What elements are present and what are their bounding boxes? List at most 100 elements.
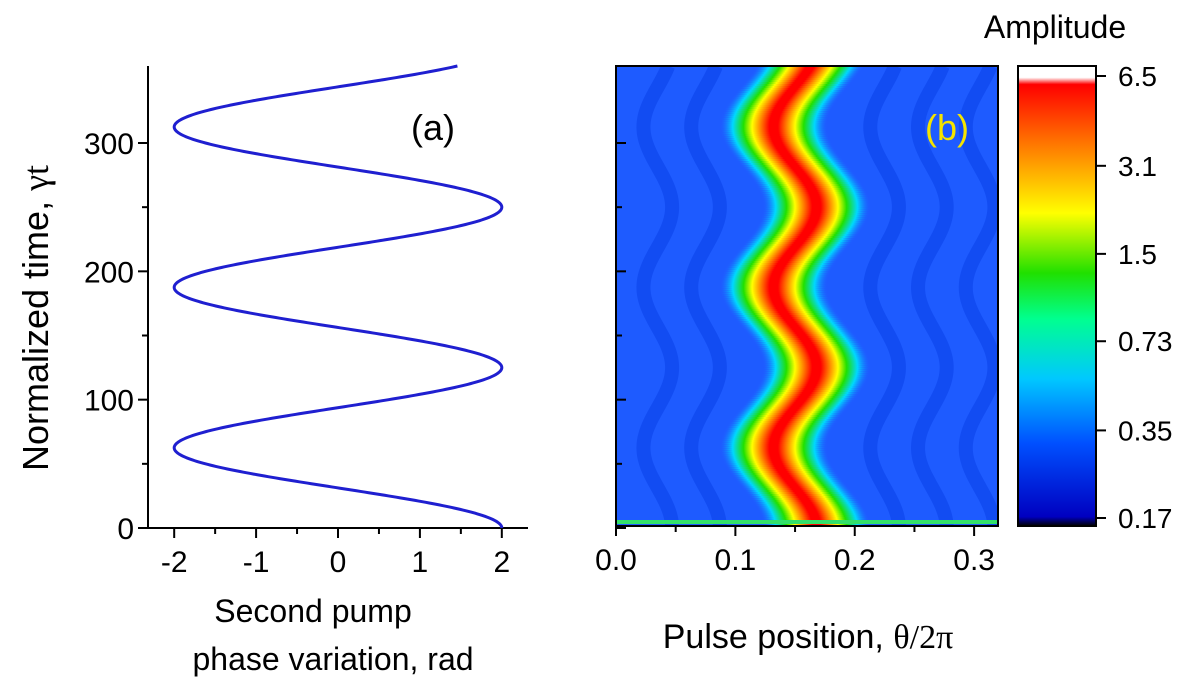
panel-b-pulse-strip <box>719 127 828 131</box>
panel-b-pulse-strip <box>720 281 828 285</box>
panel-b-pulse-strip <box>732 256 840 260</box>
panel-a-xtick-label: -2 <box>161 546 188 579</box>
panel-a: 0 100 200 300 -2 -1 0 1 2 (a) Second pump phase… <box>15 64 528 677</box>
panel-b-pulse-strip <box>729 420 838 423</box>
panel-b-pulse-strip <box>736 250 845 254</box>
panel-b-label: (b) <box>925 107 969 148</box>
panel-b-pulse-strip <box>745 79 854 83</box>
panel-b-pulse-strip <box>754 389 862 392</box>
panel-b-pulse-strip <box>750 73 858 77</box>
panel-b-pulse-strip <box>751 499 860 502</box>
panel-b-pulse-strip <box>724 108 832 111</box>
panel-b-pulse-strip <box>738 248 846 252</box>
panel-b-pulse-strip <box>726 425 834 429</box>
panel-b-xlabel: Pulse position, θ/2π <box>663 618 954 656</box>
panel-b-pulse-strip <box>726 104 834 108</box>
panel-b-pulse-strip <box>750 337 859 341</box>
panel-b-pulse-strip <box>737 160 845 163</box>
panel-b-pulse-strip <box>757 347 865 350</box>
panel-b-pulse-strip <box>757 506 865 510</box>
panel-b-pulse-strip <box>746 171 855 175</box>
panel-b-pulse-strip <box>726 466 834 469</box>
panel-b-pulse-strip <box>723 141 832 144</box>
panel-b-pulse-strip <box>756 345 864 348</box>
panel-b-pulse-strip <box>720 279 828 283</box>
panel-b-pulse-strip <box>750 395 858 398</box>
panel-b-pulse-strip <box>735 158 844 161</box>
panel-b-pulse-strip <box>752 231 860 235</box>
panel-b-ripple <box>911 66 954 526</box>
panel-b-pulse-strip <box>734 92 843 96</box>
panel-a-xtick-label: 1 <box>412 546 429 579</box>
panel-b-pulse-strip <box>720 293 829 296</box>
panel-b-pulse-strip <box>749 75 857 79</box>
panel-b-pulse-strip <box>719 125 828 129</box>
panel-b-pulse-strip <box>759 350 867 354</box>
panel-b-y-ticks <box>616 142 626 529</box>
panel-b-pulse-strip <box>756 385 865 389</box>
panel-b-pulse-strip <box>736 91 844 94</box>
panel-b-pulse-strip <box>761 194 869 198</box>
panel-b-pulse-strip <box>747 237 856 240</box>
panel-b-pulse-strip <box>720 289 828 292</box>
panel-a-xtick-label: 0 <box>330 546 347 579</box>
panel-b-pulse-strip <box>719 445 828 448</box>
panel-b-pulse-strip <box>751 71 860 75</box>
panel-b-pulse-strip <box>761 375 869 379</box>
panel-b-pulse-strip <box>753 69 861 73</box>
panel-b-pulse-strip <box>725 106 833 110</box>
panel-b-pulse-strip <box>753 501 861 504</box>
panel-b-xtick-label: 0.0 <box>595 544 637 577</box>
panel-b-ripple <box>958 66 998 526</box>
panel-a-xlabel-line1: Second pump <box>214 593 411 629</box>
panel-b-pulse-strip <box>733 94 841 98</box>
panel-b-pulse-strip <box>762 200 870 204</box>
panel-b-pulse-strip <box>744 241 853 244</box>
panel-b-pulse-strip <box>730 258 839 262</box>
panel-b-pulse-strip <box>719 285 828 289</box>
panel-b-pulse-strip <box>735 412 844 416</box>
panel-b-pulse-strip <box>745 400 853 404</box>
panel-b-pulse-strip <box>723 300 832 304</box>
panel-b-pulse-strip <box>723 431 831 435</box>
colorbar-tick-label: 0.35 <box>1118 415 1173 446</box>
panel-b-pulse-strip <box>756 185 865 188</box>
panel-b-pulse-strip <box>720 291 828 294</box>
panel-b-pulse-strip <box>752 179 861 183</box>
panel-a-ytick-label: 200 <box>84 256 134 289</box>
panel-b-pulse-strip <box>720 452 829 456</box>
panel-a-series-phase <box>172 64 504 529</box>
panel-b-pulse-strip <box>743 327 851 331</box>
panel-b-pulse-strip <box>762 360 870 364</box>
panel-b-pulse-strip <box>728 100 837 104</box>
panel-b-pulse-strip <box>755 66 864 69</box>
colorbar-tick-label: 1.5 <box>1118 239 1157 270</box>
panel-b-pulse-strip <box>731 474 840 477</box>
panel-b-xtick-label: 0.3 <box>953 544 995 577</box>
colorbar-tick-label: 0.17 <box>1118 503 1173 534</box>
panel-b-pulse-strip <box>758 221 866 225</box>
panel-b-pulse-strip <box>738 162 847 165</box>
panel-b-pulse-strip <box>727 146 835 150</box>
panel-b-pulse-strip <box>747 77 855 81</box>
panel-b-pulse-strip <box>746 399 855 402</box>
panel-b-pulse-strip <box>754 67 863 71</box>
panel-b-pulse-strip <box>762 368 871 371</box>
panel-b-ripples <box>636 66 998 526</box>
panel-b-pulse-strip <box>760 352 868 356</box>
panel-b-pulse-strip <box>741 245 850 248</box>
panel-b-pulse-strip <box>760 377 868 381</box>
colorbar-tick-label: 0.73 <box>1118 326 1173 357</box>
panel-b-pulse-strip <box>721 456 830 460</box>
panel-b-pulse-strip <box>726 264 835 267</box>
panel-b-pulse-strip <box>729 310 837 314</box>
panel-b-pulse-strip <box>758 508 866 512</box>
panel-b-pulse-strip <box>762 210 870 213</box>
panel-b-pulse-strip <box>761 196 870 200</box>
panel-b-xtick-label: 0.2 <box>834 544 876 577</box>
panel-b-pulse-strip <box>728 148 836 152</box>
panel-b-pulse-strip <box>727 424 835 427</box>
panel-b-pulse-strip <box>739 483 847 487</box>
panel-b-pulse-strip <box>723 110 831 113</box>
